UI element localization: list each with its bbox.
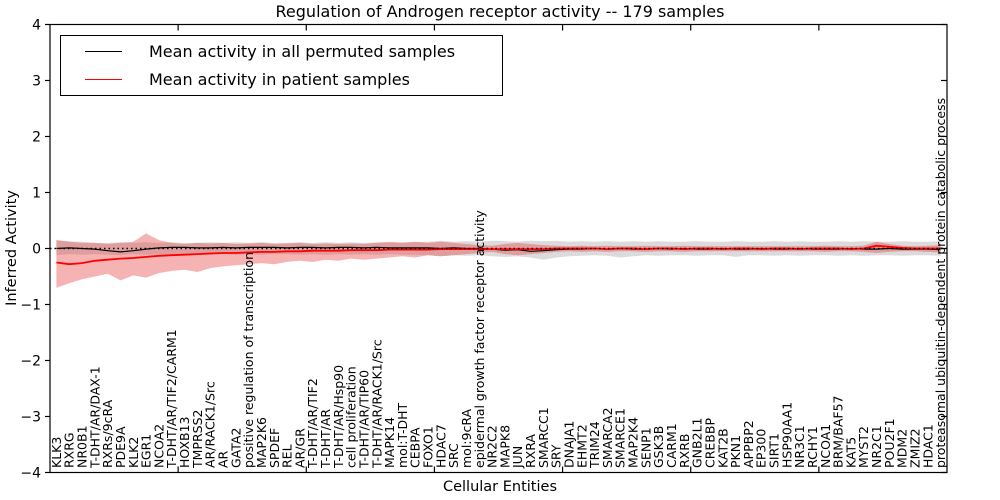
- x-category-label: AR/GR: [292, 428, 307, 468]
- x-category-label: NR0B1: [75, 425, 90, 468]
- y-tick-label: −1: [20, 298, 41, 314]
- x-category-label: CREBBP: [702, 418, 717, 468]
- x-category-label: BRM/BAF57: [831, 396, 846, 468]
- x-category-label: epidermal growth factor receptor activit…: [472, 210, 487, 468]
- y-tick-label: 3: [32, 74, 41, 90]
- x-category-label: mol:T-DHT: [395, 402, 410, 468]
- x-category-label: HSP90AA1: [779, 402, 794, 468]
- x-category-label: T-DHT/AR/Hsp90: [331, 365, 346, 469]
- x-category-label: GNB2L1: [690, 418, 705, 468]
- x-category-label: MAPK8: [497, 425, 512, 468]
- x-category-label: cell proliferation: [344, 366, 359, 468]
- x-category-label: DNAJA1: [562, 421, 577, 469]
- x-category-label: RCHY1: [805, 426, 820, 468]
- x-category-label: NR2C1: [869, 425, 884, 468]
- x-category-label: POU2F1: [882, 418, 897, 468]
- x-category-label: NR3C1: [792, 425, 807, 468]
- x-category-label: AR/RACK1/Src: [203, 381, 218, 468]
- legend-label-patient: Mean activity in patient samples: [149, 70, 410, 89]
- x-category-label: PKN1: [728, 435, 743, 468]
- x-category-label: NCOA2: [151, 424, 166, 468]
- x-category-label: MDM2: [895, 429, 910, 468]
- x-category-label: T-DHT/AR/RACK1/Src: [369, 339, 384, 469]
- x-category-label: MAP2K4: [626, 417, 641, 468]
- x-category-label: AR: [216, 450, 231, 468]
- x-category-label: KLK2: [126, 437, 141, 468]
- x-category-label: RXRG: [62, 432, 77, 468]
- x-category-label: EHMT2: [574, 424, 589, 468]
- legend-item-patient: Mean activity in patient samples: [61, 67, 502, 92]
- x-category-label: GSK3B: [651, 426, 666, 468]
- x-category-label: T-DHT/AR/DAX-1: [87, 366, 102, 469]
- x-category-label: GATA2: [228, 428, 243, 468]
- x-category-label: CEBPA: [408, 427, 423, 468]
- y-tick-label: 4: [32, 18, 41, 34]
- x-category-label: SENP1: [638, 427, 653, 468]
- x-axis-label: Cellular Entities: [442, 479, 558, 495]
- legend-label-permuted: Mean activity in all permuted samples: [149, 42, 456, 61]
- y-tick-label: −3: [20, 410, 41, 426]
- legend-item-permuted: Mean activity in all permuted samples: [61, 39, 502, 64]
- x-category-label: KAT2B: [715, 428, 730, 468]
- x-category-label: EP300: [754, 429, 769, 468]
- x-category-label: EGR1: [139, 434, 154, 468]
- x-category-label: REL: [280, 444, 295, 468]
- x-category-label: TMPRSS2: [190, 410, 205, 469]
- x-category-label: T-DHT/AR/TIF2/CARM1: [164, 329, 179, 469]
- x-category-label: SMARCC1: [536, 407, 551, 468]
- x-category-label: mol:9cRA: [459, 408, 474, 468]
- x-category-label: KAT5: [843, 437, 858, 468]
- x-category-label: proteasomal ubiquitin-dependent protein …: [933, 98, 948, 468]
- x-category-label: PDE9A: [113, 426, 128, 468]
- x-category-label: T-DHT/AR/TIP60: [356, 370, 371, 469]
- x-category-label: ZMIZ2: [908, 428, 923, 468]
- legend-red-line-swatch: [85, 79, 122, 80]
- x-category-label: MAP2K6: [254, 417, 269, 468]
- x-category-label: RXRB: [677, 433, 692, 468]
- x-category-label: TRIM24: [587, 421, 602, 469]
- x-category-label: positive regulation of transcription: [241, 252, 256, 468]
- x-category-label: MAPK14: [382, 417, 397, 468]
- x-category-label: SPDEF: [267, 428, 282, 468]
- y-tick-label: 0: [32, 242, 41, 258]
- x-category-label: FOXO1: [421, 426, 436, 468]
- y-tick-label: −4: [20, 466, 41, 482]
- x-category-label: APPBP2: [741, 420, 756, 468]
- x-category-label: RXRs/9cRA: [100, 399, 115, 468]
- x-category-label: SMARCA2: [600, 407, 615, 468]
- x-category-label: SRY: [549, 444, 564, 468]
- legend: Mean activity in all permuted samples Me…: [60, 35, 503, 96]
- y-tick-label: 1: [32, 186, 41, 202]
- x-category-label: MYST2: [856, 426, 871, 468]
- chart-title: Regulation of Androgen receptor activity…: [275, 2, 725, 21]
- x-category-label: T-DHT/AR/TIF2: [305, 378, 320, 469]
- x-category-label: HDAC7: [433, 424, 448, 468]
- y-tick-label: 2: [32, 130, 41, 146]
- x-category-label: CARM1: [664, 423, 679, 468]
- x-category-label: T-DHT/AR: [318, 409, 333, 469]
- x-category-label: SRC: [446, 443, 461, 468]
- legend-black-line-swatch: [85, 51, 122, 52]
- y-tick-label: −2: [20, 354, 41, 370]
- x-category-label: NCOA1: [818, 424, 833, 468]
- x-category-label: KLK3: [49, 437, 64, 468]
- x-category-label: RXRA: [523, 434, 538, 468]
- x-category-label: HDAC1: [920, 424, 935, 468]
- x-category-label: JUN: [510, 446, 525, 469]
- x-category-label: HOXB13: [177, 417, 192, 468]
- x-category-label: NR2C2: [485, 425, 500, 468]
- x-category-label: SMARCE1: [613, 408, 628, 468]
- x-category-label: SIRT1: [767, 433, 782, 468]
